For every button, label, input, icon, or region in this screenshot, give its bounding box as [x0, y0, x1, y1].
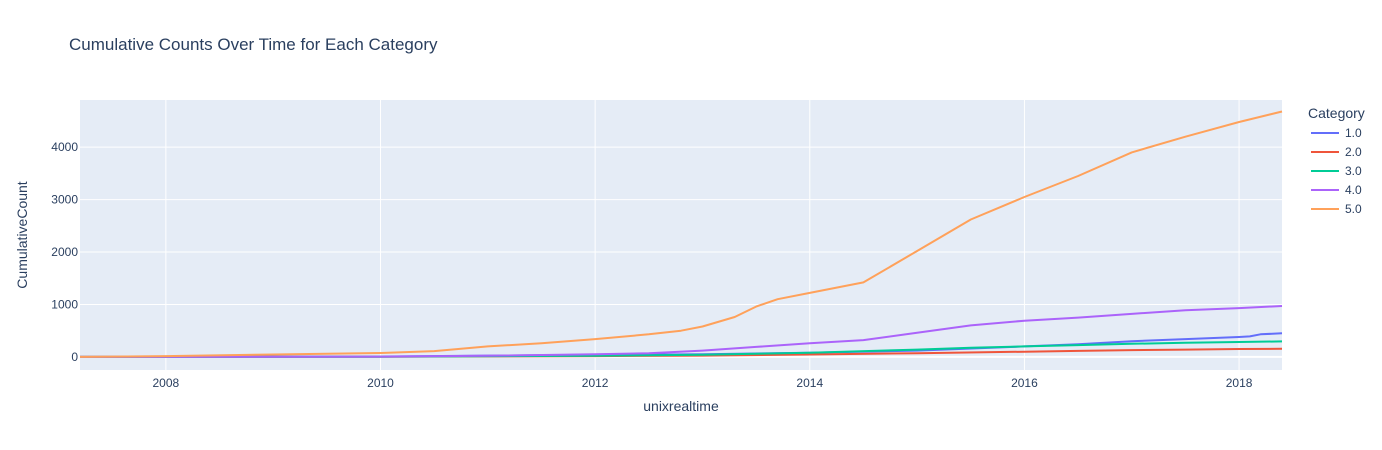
legend-label: 5.0: [1345, 202, 1362, 216]
series-line-4.0: [79, 305, 1283, 358]
x-tick-label: 2008: [153, 376, 180, 390]
legend-title: Category: [1308, 105, 1365, 121]
y-tick-label: 2000: [51, 245, 78, 259]
legend-item-1.0[interactable]: 1.0: [1311, 126, 1362, 140]
x-tick-label: 2014: [796, 376, 823, 390]
y-tick-label: 4000: [51, 140, 78, 154]
y-axis-title: CumulativeCount: [14, 181, 30, 288]
x-tick-label: 2012: [582, 376, 609, 390]
legend-item-4.0[interactable]: 4.0: [1311, 183, 1362, 197]
series-line-5.0: [79, 110, 1283, 358]
y-tick-label: 1000: [51, 297, 78, 311]
legend-item-3.0[interactable]: 3.0: [1311, 164, 1362, 178]
y-tick-label: 3000: [51, 193, 78, 207]
x-tick-label: 2016: [1011, 376, 1038, 390]
y-tick-label: 0: [71, 350, 78, 364]
legend-item-2.0[interactable]: 2.0: [1311, 145, 1362, 159]
plot-area: [80, 100, 1282, 370]
series-line-3.0: [79, 340, 1283, 358]
legend-label: 3.0: [1345, 164, 1362, 178]
x-tick-label: 2018: [1226, 376, 1253, 390]
legend-item-5.0[interactable]: 5.0: [1311, 202, 1362, 216]
chart-title: Cumulative Counts Over Time for Each Cat…: [69, 35, 438, 54]
series-lines: [79, 110, 1283, 358]
x-axis-title: unixrealtime: [643, 398, 719, 414]
legend-label: 4.0: [1345, 183, 1362, 197]
x-tick-label: 2010: [367, 376, 394, 390]
x-axis-ticks: 2008 2010 2012 2014 2016 2018: [153, 376, 1253, 390]
legend-label: 2.0: [1345, 145, 1362, 159]
legend: Category 1.0 2.0 3.0 4.0 5.0: [1308, 105, 1365, 216]
y-axis-ticks: 0 1000 2000 3000 4000: [51, 140, 78, 364]
legend-label: 1.0: [1345, 126, 1362, 140]
